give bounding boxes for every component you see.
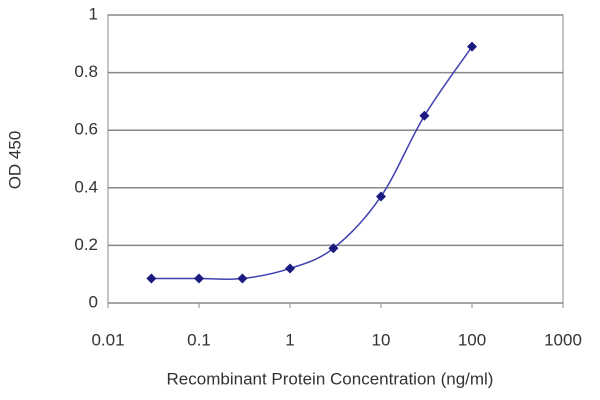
plot-area [107, 14, 564, 304]
y-tick-label: 0.8 [74, 62, 98, 81]
data-point [419, 110, 430, 121]
x-tick-label: 100 [458, 330, 486, 349]
x-tick-label: 1000 [544, 330, 582, 349]
y-tick-label: 0.2 [74, 235, 98, 254]
data-point [467, 41, 477, 52]
x-axis-title: Recombinant Protein Concentration (ng/ml… [167, 369, 494, 388]
x-tick-label: 0.1 [187, 330, 211, 349]
y-tick-label: 0 [89, 292, 98, 311]
data-point [194, 273, 204, 284]
data-point [285, 263, 295, 274]
x-tick-label: 0.01 [91, 330, 124, 349]
y-tick-label: 0.4 [74, 177, 98, 196]
y-tick-label: 0.6 [74, 120, 98, 139]
y-axis-title: OD 450 [5, 131, 24, 190]
data-point [328, 243, 339, 254]
x-tick-label: 1 [285, 330, 294, 349]
y-tick-label: 1 [89, 4, 98, 23]
data-point [376, 191, 386, 202]
data-point [237, 273, 248, 284]
x-tick-label: 10 [372, 330, 391, 349]
data-point [146, 273, 157, 284]
